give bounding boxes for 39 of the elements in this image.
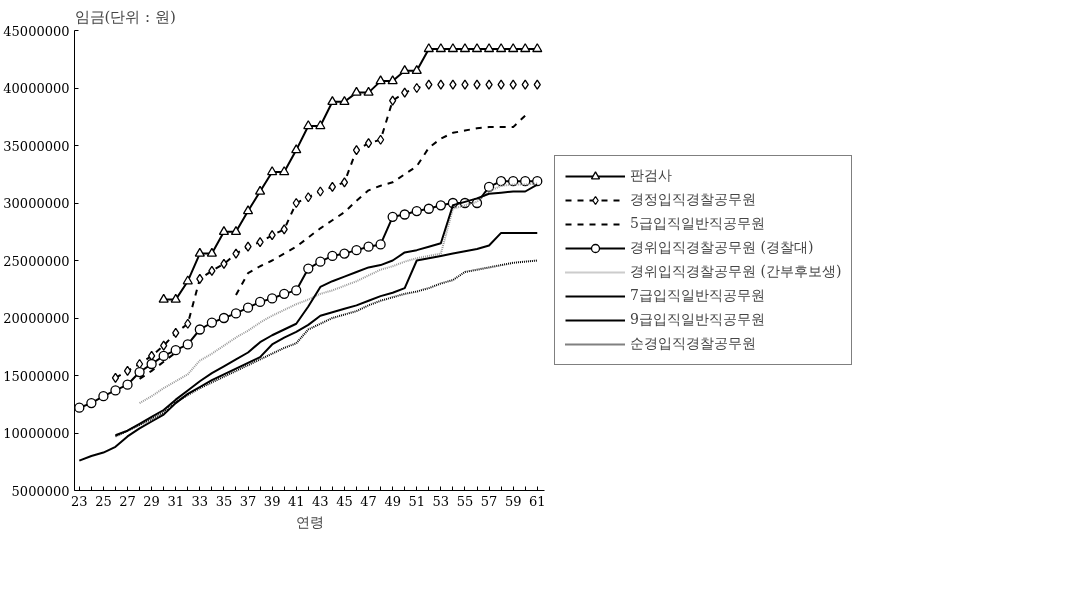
x-tick-label: 37 (239, 493, 257, 509)
x-tick-label: 33 (191, 493, 209, 509)
x-tick-label: 25 (95, 493, 112, 509)
y-tick-label: 10000000 (3, 426, 70, 441)
x-tick-label: 39 (263, 493, 281, 509)
y-tick-label: 5000000 (11, 483, 70, 499)
x-tick-label: 27 (119, 493, 136, 509)
x-tick-label: 31 (167, 493, 185, 509)
x-tick-label: 55 (456, 493, 474, 509)
x-tick-label: 45 (336, 493, 353, 509)
x-tick-label: 57 (480, 493, 498, 509)
legend-label: 경정입직경찰공무원 (630, 191, 756, 209)
y-tick-label: 35000000 (3, 138, 70, 154)
legend-label: 7급입직일반직공무원 (630, 287, 765, 305)
y-tick-label: 45000000 (3, 23, 70, 39)
y-tick-label: 20000000 (3, 311, 70, 326)
y-tick-label: 30000000 (3, 196, 70, 211)
y-axis-title: 임금(단위 : 원) (74, 7, 176, 26)
x-tick-label: 51 (408, 493, 426, 509)
x-tick-label: 35 (215, 493, 233, 509)
y-tick-label: 15000000 (3, 368, 70, 384)
legend-label: 경위입직경찰공무원 (경찰대) (630, 239, 814, 257)
y-tick-label: 40000000 (3, 81, 70, 96)
legend-label: 경위입직경찰공무원 (간부후보생) (630, 263, 842, 281)
x-tick-label: 41 (287, 493, 305, 509)
x-tick-label: 49 (384, 493, 401, 509)
legend-label: 순경입직경찰공무원 (630, 335, 756, 353)
x-tick-label: 53 (432, 493, 450, 509)
x-tick-label: 23 (71, 493, 88, 509)
x-tick-label: 43 (312, 493, 329, 509)
x-axis-title: 연령 (295, 513, 324, 530)
legend-label: 9급입직일반직공무원 (630, 311, 765, 329)
legend-label: 판검사 (630, 167, 672, 185)
legend-label: 5급입직일반직공무원 (630, 215, 765, 233)
x-tick-label: 29 (143, 493, 160, 509)
x-tick-label: 61 (529, 493, 546, 509)
x-tick-label: 47 (360, 493, 377, 509)
x-tick-label: 59 (504, 493, 522, 509)
y-tick-label: 25000000 (3, 253, 70, 269)
